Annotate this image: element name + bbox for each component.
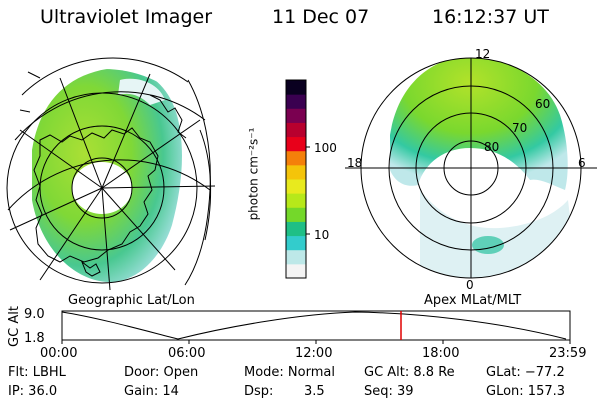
door-value: Door: Open — [124, 365, 199, 380]
colorbar-segment — [286, 207, 306, 222]
new-zealand-outline — [80, 260, 101, 277]
colorbar — [285, 79, 310, 279]
aurora-oval-right — [390, 58, 568, 190]
mlt-label-18: 18 — [347, 156, 363, 170]
altitude-curve — [61, 311, 567, 340]
mlt-label-6: 6 — [578, 156, 586, 170]
colorbar-segment — [286, 164, 306, 180]
antarctica-coastline — [33, 127, 159, 263]
colorbar-segment — [286, 136, 306, 152]
graticule-left — [6, 57, 216, 291]
glat-value: GLat: −77.2 — [486, 365, 565, 380]
dsp-value: 3.5 — [304, 384, 325, 399]
time-label: 16:12:37 UT — [432, 6, 549, 28]
colorbar-tick-100: 100 — [314, 141, 337, 155]
xtick-0000: 00:00 — [40, 346, 78, 361]
colorbar-segment — [286, 122, 306, 138]
colorbar-segment — [286, 94, 306, 109]
polar-caption: Apex MLat/MLT — [424, 293, 522, 308]
mlt-label-12: 12 — [475, 47, 491, 61]
mlt-label-0: 0 — [466, 278, 474, 292]
mlat-label-80: 80 — [484, 140, 500, 154]
colorbar-segment — [286, 108, 306, 123]
south-america-tip — [149, 94, 187, 139]
colorbar-segment — [286, 150, 306, 166]
ip-value: IP: 36.0 — [8, 384, 58, 399]
xtick-1800: 18:00 — [422, 346, 460, 361]
dsp-label: Dsp: — [244, 384, 274, 399]
colorbar-segment — [286, 263, 306, 279]
polar-map — [345, 57, 597, 279]
geographic-caption: Geographic Lat/Lon — [68, 293, 195, 308]
colorbar-segment — [286, 249, 306, 265]
date-label: 11 Dec 07 — [272, 6, 370, 28]
gain-value: Gain: 14 — [124, 384, 179, 399]
instrument-title: Ultraviolet Imager — [40, 6, 213, 28]
colorbar-segment — [286, 235, 306, 251]
colorbar-segment — [286, 80, 306, 95]
xtick-2359: 23:59 — [549, 346, 587, 361]
altitude-plot — [61, 310, 571, 344]
graticule-ticks — [19, 71, 41, 113]
colorbar-border — [285, 79, 307, 279]
mlat-label-70: 70 — [512, 121, 528, 135]
seq-value: Seq: 39 — [364, 384, 414, 399]
glon-value: GLon: 157.3 — [486, 384, 566, 399]
aurora-faint-night — [420, 190, 575, 278]
filter-value: Flt: LBHL — [8, 365, 66, 380]
gc-alt-value: GC Alt: 8.8 Re — [364, 365, 455, 380]
colorbar-segment — [286, 179, 306, 194]
xtick-1200: 12:00 — [295, 346, 333, 361]
altitude-ytick-min: 1.8 — [24, 331, 45, 346]
xtick-0600: 06:00 — [168, 346, 206, 361]
colorbar-tick-10: 10 — [314, 228, 330, 242]
altitude-ytick-max: 9.0 — [24, 307, 45, 322]
altitude-ylabel: GC Alt — [6, 306, 22, 347]
mode-value: Mode: Normal — [244, 365, 335, 380]
colorbar-segment — [286, 221, 306, 237]
colorbar-segment — [286, 193, 306, 208]
mlat-label-60: 60 — [535, 97, 551, 111]
colorbar-unit-label: photon cm⁻²s⁻¹ — [246, 127, 261, 221]
geographic-map — [6, 57, 216, 291]
dayglow-gap — [118, 78, 165, 105]
